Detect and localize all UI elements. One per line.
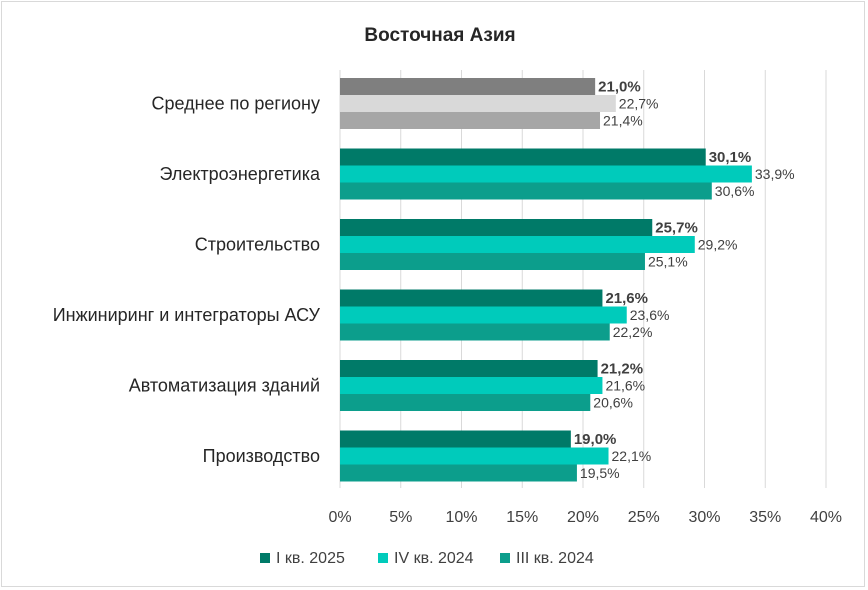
data-label: 22,2%	[613, 324, 653, 340]
data-label: 22,7%	[619, 96, 659, 112]
category-label: Электроэнергетика	[159, 164, 320, 184]
data-label: 21,6%	[605, 290, 648, 307]
data-label: 21,2%	[601, 361, 644, 378]
x-tick-label: 30%	[688, 509, 720, 526]
bar	[340, 360, 598, 377]
bar	[340, 464, 577, 482]
data-label: 30,6%	[715, 183, 755, 199]
category-label: Среднее по региону	[152, 94, 320, 114]
data-label: 25,1%	[648, 254, 688, 270]
x-tick-label: 25%	[628, 509, 660, 526]
bar	[340, 219, 653, 236]
category-label: Строительство	[195, 235, 320, 255]
bar	[340, 182, 712, 200]
legend-swatch	[500, 553, 510, 563]
bar	[340, 323, 610, 341]
bar	[340, 377, 603, 394]
bar	[340, 148, 706, 166]
bar	[340, 78, 596, 95]
grid-lines	[339, 70, 827, 488]
data-labels: 21,0%22,7%21,4% 30,1%33,9%30,6% 25,7%29,2%…	[574, 79, 795, 482]
bar	[340, 306, 627, 324]
category-label: Производство	[203, 446, 320, 466]
bar	[340, 165, 752, 183]
data-label: 25,7%	[655, 220, 698, 237]
bar	[340, 430, 571, 448]
bar	[340, 253, 645, 270]
legend-label: IV кв. 2024	[394, 550, 474, 567]
x-tick-label: 20%	[567, 509, 599, 526]
legend-label: III кв. 2024	[516, 550, 594, 567]
legend-swatch	[260, 553, 270, 563]
data-label: 21,4%	[603, 113, 643, 129]
x-tick-label: 35%	[749, 509, 781, 526]
legend-swatch	[378, 553, 388, 563]
bar	[340, 394, 591, 411]
data-label: 19,5%	[580, 465, 620, 481]
bar	[340, 447, 609, 465]
data-label: 19,0%	[574, 431, 617, 448]
chart-title: Восточная Азия	[364, 25, 515, 46]
bar	[340, 95, 616, 112]
data-label: 22,1%	[612, 448, 652, 464]
bars	[340, 78, 752, 482]
bar	[340, 236, 695, 253]
legend-label: I кв. 2025	[276, 550, 345, 567]
bar	[340, 112, 601, 129]
data-label: 29,2%	[698, 237, 738, 253]
x-tick-label: 15%	[506, 509, 538, 526]
legend: I кв. 2025 IV кв. 2024 III кв. 2024	[260, 550, 594, 567]
data-label: 21,6%	[605, 378, 645, 394]
category-label: Автоматизация зданий	[129, 376, 320, 396]
x-tick-label: 10%	[445, 509, 477, 526]
x-tick-label: 40%	[810, 509, 842, 526]
x-tick-label: 5%	[389, 509, 412, 526]
category-label: Инжиниринг и интеграторы АСУ	[53, 305, 321, 325]
data-label: 23,6%	[630, 307, 670, 323]
data-label: 20,6%	[593, 395, 633, 411]
x-axis-ticks: 0% 5% 10% 15% 20% 25% 30% 35% 40%	[328, 509, 842, 526]
data-label: 30,1%	[709, 149, 752, 166]
bar	[340, 289, 603, 307]
data-label: 33,9%	[755, 166, 795, 182]
data-label: 21,0%	[598, 79, 641, 96]
category-labels: Среднее по региону Электроэнергетика Строи…	[53, 94, 321, 467]
x-tick-label: 0%	[328, 509, 351, 526]
